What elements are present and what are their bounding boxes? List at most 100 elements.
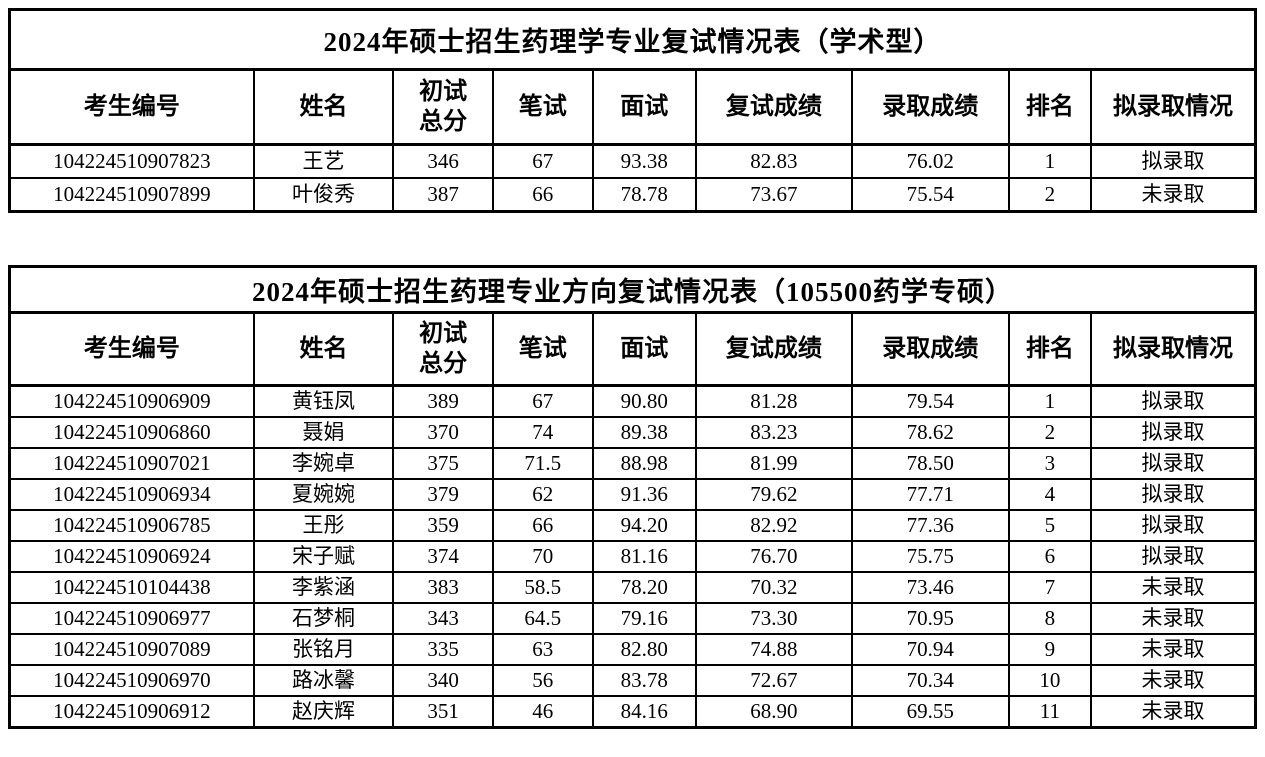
cell: 70.94 bbox=[850, 633, 1010, 666]
cell: 81.16 bbox=[591, 540, 698, 573]
cell: 90.80 bbox=[591, 384, 698, 418]
cell: 104224510906977 bbox=[8, 602, 255, 635]
cell: 王彤 bbox=[252, 509, 395, 542]
cell: 82.92 bbox=[695, 509, 853, 542]
cell: 62 bbox=[491, 478, 594, 511]
column-header-5: 复试成绩 bbox=[695, 68, 853, 146]
cell: 346 bbox=[392, 143, 494, 179]
cell: 64.5 bbox=[491, 602, 594, 635]
cell: 84.16 bbox=[591, 695, 698, 729]
cell: 未录取 bbox=[1089, 177, 1257, 213]
cell: 王艺 bbox=[252, 143, 395, 179]
column-header-4: 面试 bbox=[591, 311, 698, 387]
cell: 66 bbox=[491, 509, 594, 542]
cell: 351 bbox=[392, 695, 494, 729]
cell: 77.36 bbox=[850, 509, 1010, 542]
cell: 4 bbox=[1007, 478, 1092, 511]
cell: 黄钰凤 bbox=[252, 384, 395, 418]
column-header-2: 初试 总分 bbox=[392, 311, 494, 387]
cell: 67 bbox=[491, 384, 594, 418]
cell: 76.02 bbox=[850, 143, 1010, 179]
cell: 拟录取 bbox=[1089, 540, 1257, 573]
cell: 94.20 bbox=[591, 509, 698, 542]
cell: 宋子赋 bbox=[252, 540, 395, 573]
column-header-5: 复试成绩 bbox=[695, 311, 853, 387]
cell: 拟录取 bbox=[1089, 447, 1257, 480]
cell: 2 bbox=[1007, 177, 1092, 213]
cell: 104224510906970 bbox=[8, 664, 255, 697]
table-row: 104224510906934 夏婉婉 379 62 91.36 79.62 77.71 4 拟… bbox=[8, 478, 1257, 511]
cell: 104224510906912 bbox=[8, 695, 255, 729]
cell: 6 bbox=[1007, 540, 1092, 573]
cell: 1 bbox=[1007, 384, 1092, 418]
cell: 73.30 bbox=[695, 602, 853, 635]
table-row: 104224510906924 宋子赋 374 70 81.16 76.70 75.75 6 拟… bbox=[8, 540, 1257, 573]
cell: 1 bbox=[1007, 143, 1092, 179]
cell: 拟录取 bbox=[1089, 478, 1257, 511]
table-row: 104224510907899 叶俊秀 387 66 78.78 73.67 75.54 2 未… bbox=[8, 177, 1257, 213]
professional-title-row: 2024年硕士招生药理专业方向复试情况表（105500药学专硕） bbox=[8, 265, 1257, 314]
cell: 未录取 bbox=[1089, 602, 1257, 635]
cell: 未录取 bbox=[1089, 571, 1257, 604]
cell: 104224510907823 bbox=[8, 143, 255, 179]
academic-title-row: 2024年硕士招生药理学专业复试情况表（学术型） bbox=[8, 8, 1257, 71]
cell: 56 bbox=[491, 664, 594, 697]
professional-table-head: 2024年硕士招生药理专业方向复试情况表（105500药学专硕） 考生编号 姓名 初试… bbox=[8, 265, 1257, 387]
column-header-4: 面试 bbox=[591, 68, 698, 146]
cell: 104224510906934 bbox=[8, 478, 255, 511]
cell: 李婉卓 bbox=[252, 447, 395, 480]
table-row: 104224510104438 李紫涵 383 58.5 78.20 70.32 73.46… bbox=[8, 571, 1257, 604]
cell: 104224510906924 bbox=[8, 540, 255, 573]
cell: 104224510907899 bbox=[8, 177, 255, 213]
cell: 66 bbox=[491, 177, 594, 213]
cell: 104224510906785 bbox=[8, 509, 255, 542]
cell: 路冰馨 bbox=[252, 664, 395, 697]
column-header-3: 笔试 bbox=[491, 68, 594, 146]
cell: 李紫涵 bbox=[252, 571, 395, 604]
cell: 76.70 bbox=[695, 540, 853, 573]
cell: 8 bbox=[1007, 602, 1092, 635]
cell: 71.5 bbox=[491, 447, 594, 480]
cell: 11 bbox=[1007, 695, 1092, 729]
cell: 81.99 bbox=[695, 447, 853, 480]
cell: 68.90 bbox=[695, 695, 853, 729]
table-row: 104224510906909 黄钰凤 389 67 90.80 81.28 79.54 1 拟… bbox=[8, 384, 1257, 418]
column-header-6: 录取成绩 bbox=[850, 311, 1010, 387]
cell: 93.38 bbox=[591, 143, 698, 179]
cell: 74.88 bbox=[695, 633, 853, 666]
professional-header-row: 考生编号 姓名 初试 总分 笔试 面试 复试成绩 录取成绩 排名 拟录取情况 bbox=[8, 311, 1257, 387]
cell: 340 bbox=[392, 664, 494, 697]
cell: 104224510906909 bbox=[8, 384, 255, 418]
table-row: 104224510907823 王艺 346 67 93.38 82.83 76.02 1 拟录… bbox=[8, 143, 1257, 179]
professional-table-title: 2024年硕士招生药理专业方向复试情况表（105500药学专硕） bbox=[8, 265, 1257, 314]
cell: 88.98 bbox=[591, 447, 698, 480]
cell: 拟录取 bbox=[1089, 509, 1257, 542]
table-row: 104224510906977 石梦桐 343 64.5 79.16 73.30 70.95… bbox=[8, 602, 1257, 635]
cell: 未录取 bbox=[1089, 664, 1257, 697]
column-header-6: 录取成绩 bbox=[850, 68, 1010, 146]
cell: 82.80 bbox=[591, 633, 698, 666]
table-row: 104224510907021 李婉卓 375 71.5 88.98 81.99 78.50… bbox=[8, 447, 1257, 480]
cell: 375 bbox=[392, 447, 494, 480]
cell: 359 bbox=[392, 509, 494, 542]
cell: 67 bbox=[491, 143, 594, 179]
cell: 73.46 bbox=[850, 571, 1010, 604]
professional-table-body: 104224510906909 黄钰凤 389 67 90.80 81.28 79.54 1 拟… bbox=[8, 384, 1257, 729]
cell: 78.20 bbox=[591, 571, 698, 604]
column-header-0: 考生编号 bbox=[8, 68, 255, 146]
cell: 赵庆辉 bbox=[252, 695, 395, 729]
table-row: 104224510907089 张铭月 335 63 82.80 74.88 70.94 9 未… bbox=[8, 633, 1257, 666]
cell: 70.34 bbox=[850, 664, 1010, 697]
cell: 拟录取 bbox=[1089, 384, 1257, 418]
cell: 拟录取 bbox=[1089, 143, 1257, 179]
cell: 夏婉婉 bbox=[252, 478, 395, 511]
academic-retest-table: 2024年硕士招生药理学专业复试情况表（学术型） 考生编号 姓名 初试 总分 笔试 面试复… bbox=[8, 8, 1257, 213]
cell: 聂娟 bbox=[252, 416, 395, 449]
cell: 79.54 bbox=[850, 384, 1010, 418]
cell: 79.16 bbox=[591, 602, 698, 635]
cell: 104224510907089 bbox=[8, 633, 255, 666]
cell: 91.36 bbox=[591, 478, 698, 511]
cell: 75.54 bbox=[850, 177, 1010, 213]
cell: 75.75 bbox=[850, 540, 1010, 573]
cell: 89.38 bbox=[591, 416, 698, 449]
